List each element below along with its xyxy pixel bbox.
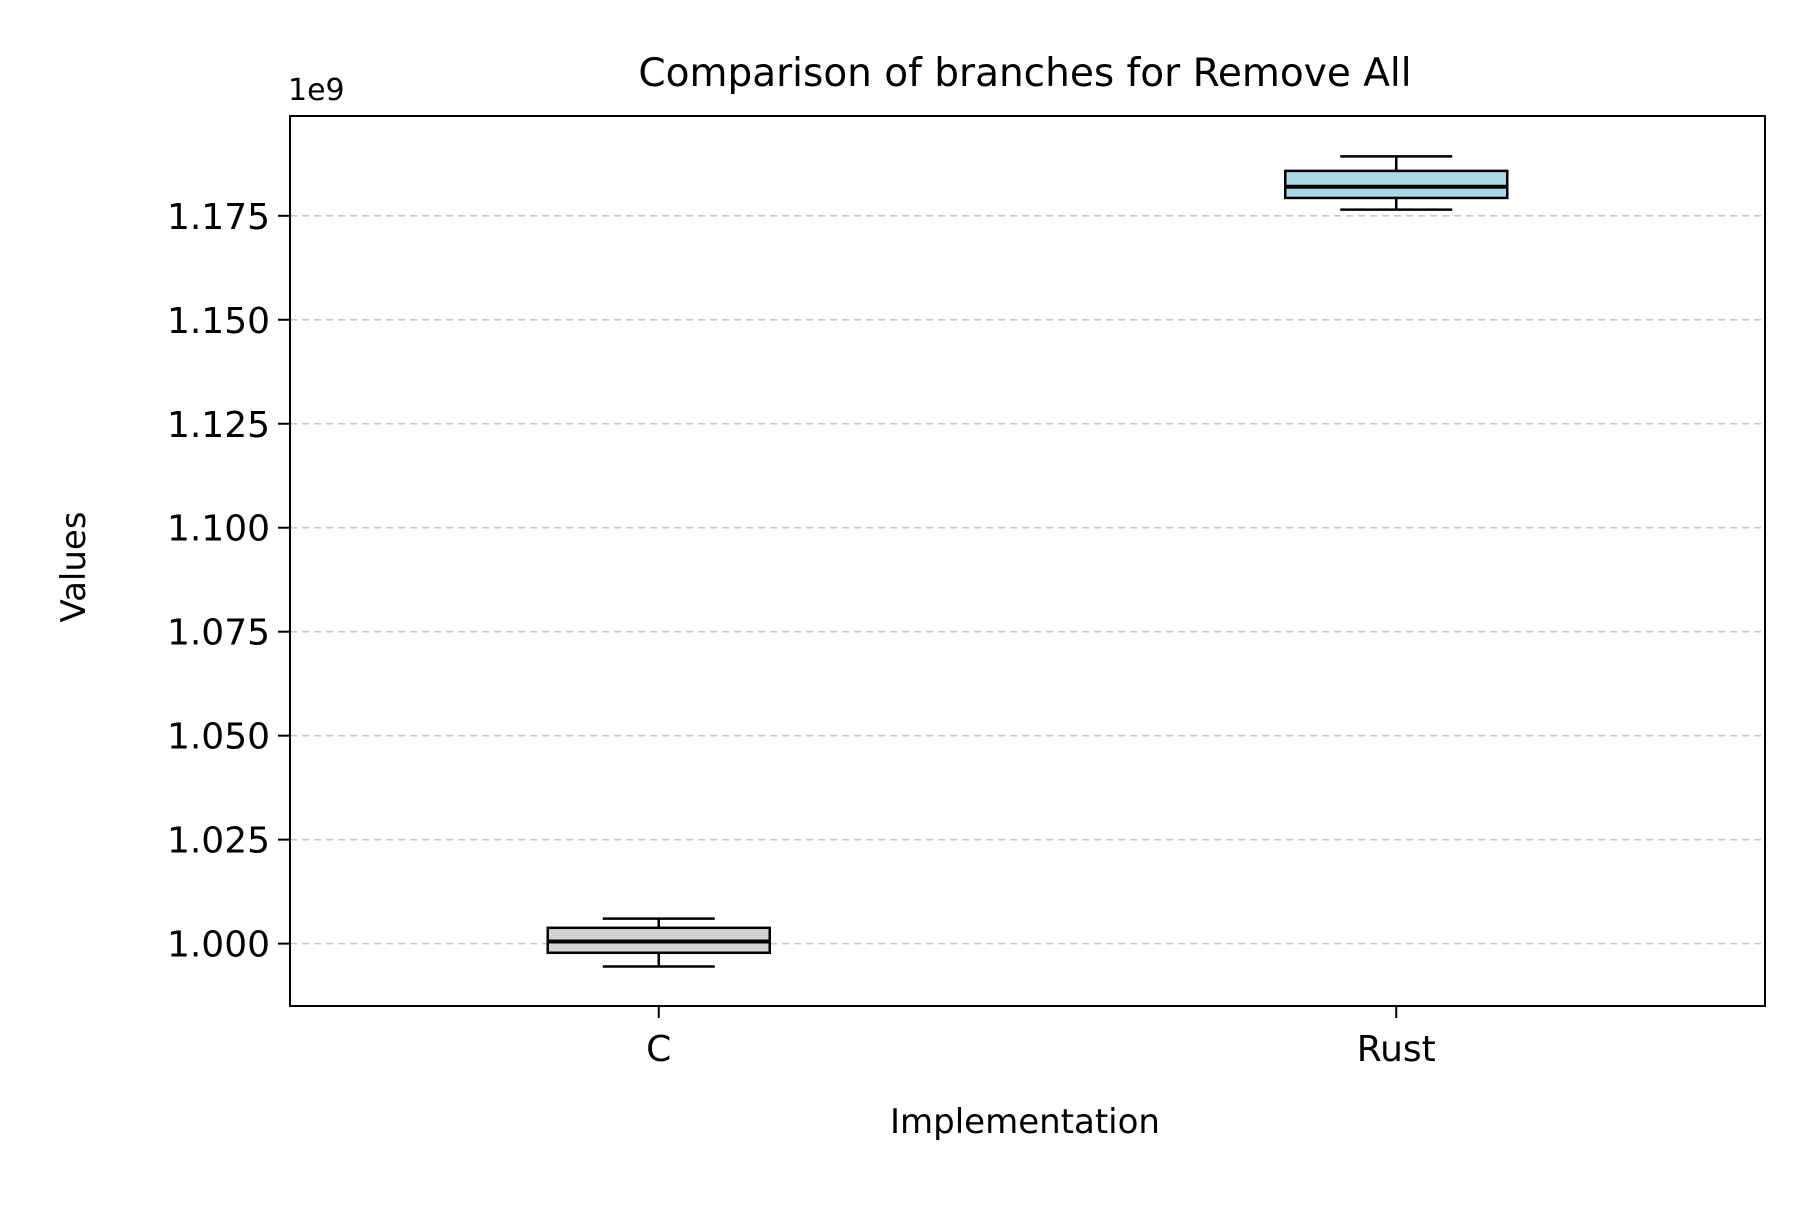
box-c xyxy=(546,917,771,968)
y-tick-label: 1.075 xyxy=(167,613,270,654)
y-tick-label: 1.125 xyxy=(167,405,270,446)
y-tick-label: 1.175 xyxy=(167,197,270,238)
x-axis-label: Implementation xyxy=(890,1102,1160,1142)
box-body xyxy=(1284,169,1509,200)
chart-title: Comparison of branches for Remove All xyxy=(638,51,1411,96)
plot-frame xyxy=(289,115,1766,1007)
axes: 1.000 1.025 1.050 1.075 1.100 1.125 1.150 1.175… xyxy=(167,115,1766,1070)
y-tick-label: 1.025 xyxy=(167,821,270,862)
y-tick-label: 1.000 xyxy=(167,925,270,966)
y-tick-label: 1.050 xyxy=(167,717,270,758)
y-axis-label: Values xyxy=(54,511,94,622)
y-tick-label: 1.100 xyxy=(167,509,270,550)
box-rust xyxy=(1284,155,1509,211)
x-tick-label: C xyxy=(646,1029,671,1070)
y-offset-label: 1e9 xyxy=(288,73,345,108)
box-series xyxy=(546,155,1509,968)
y-tick-label: 1.150 xyxy=(167,301,270,342)
x-tick-label: Rust xyxy=(1357,1029,1436,1070)
grid-lines xyxy=(290,215,1765,945)
